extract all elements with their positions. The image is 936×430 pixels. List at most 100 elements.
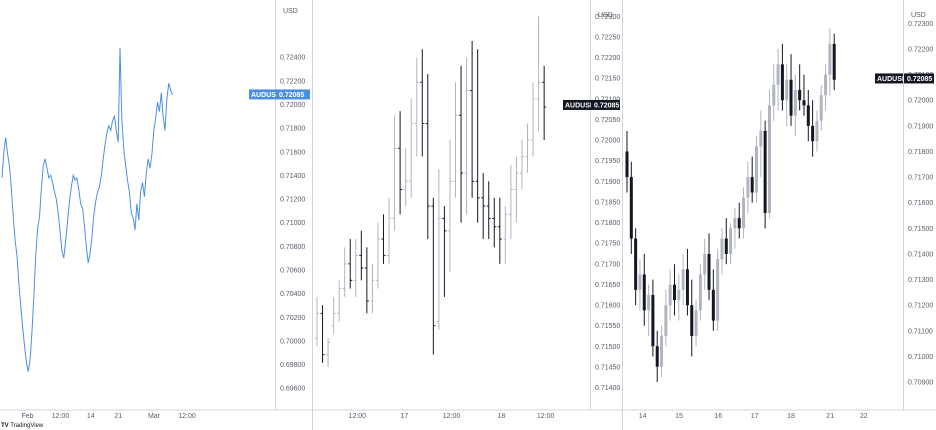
y-tick-label: 0.70900 xyxy=(908,380,933,387)
candle-body xyxy=(759,130,763,147)
candle xyxy=(716,248,720,331)
candle xyxy=(651,279,655,357)
candle-body xyxy=(729,228,733,254)
candle-body xyxy=(664,305,668,336)
ohlc-bar xyxy=(442,206,447,297)
y-tick-label: 0.71650 xyxy=(595,282,620,289)
ohlc-bar xyxy=(331,296,336,334)
candle xyxy=(681,253,685,306)
currency-label: USD xyxy=(283,8,298,15)
ohlc-bar xyxy=(519,140,524,190)
candle-body xyxy=(716,259,720,321)
candle xyxy=(802,74,806,116)
candle-body xyxy=(629,177,633,239)
candle xyxy=(785,64,789,126)
price-line xyxy=(1,47,173,372)
y-tick-label: 0.71900 xyxy=(595,179,620,186)
candle xyxy=(647,284,651,336)
x-tick-label: 12:00 xyxy=(178,413,196,420)
ohlc-bar xyxy=(409,98,414,198)
candle-body xyxy=(785,79,789,101)
candle xyxy=(668,269,672,321)
candle xyxy=(690,279,694,357)
ohlc-bar xyxy=(431,197,436,355)
y-tick-label: 0.71800 xyxy=(908,149,933,156)
y-tick-label: 0.71500 xyxy=(595,344,620,351)
symbol-label: AUDUSD xyxy=(251,92,281,99)
ohlc-bar xyxy=(464,57,469,215)
ohlc-bar xyxy=(525,123,530,174)
candle xyxy=(824,64,828,111)
ohlc-bar xyxy=(353,239,358,297)
x-tick-label: 16 xyxy=(714,413,722,420)
x-tick-label: 22 xyxy=(860,413,868,420)
last-price-label: 0.72085 xyxy=(594,102,619,109)
ohlc-bar xyxy=(481,173,486,240)
candle xyxy=(776,48,780,111)
ohlc-bar xyxy=(536,16,541,132)
candle xyxy=(742,187,746,239)
y-tick-label: 0.71500 xyxy=(908,226,933,233)
ohlc-bar xyxy=(508,164,513,240)
ohlc-bar xyxy=(475,49,480,223)
y-tick-label: 0.71950 xyxy=(595,158,620,165)
candle-body xyxy=(634,238,638,290)
candle xyxy=(780,43,784,111)
ohlc-bar xyxy=(492,197,497,248)
y-tick-label: 0.72000 xyxy=(280,102,305,109)
candle xyxy=(703,238,707,290)
y-tick-label: 0.71600 xyxy=(595,303,620,310)
x-tick-label: 17 xyxy=(751,413,759,420)
y-tick-label: 0.69800 xyxy=(280,362,305,369)
y-tick-label: 0.71600 xyxy=(908,200,933,207)
price-badge-bg xyxy=(904,73,934,84)
candle-body xyxy=(776,64,780,85)
y-tick-label: 0.70800 xyxy=(280,244,305,251)
candle xyxy=(634,228,638,306)
ohlc-bar xyxy=(497,197,502,264)
ohlc-bar xyxy=(403,148,408,207)
y-tick-label: 0.72200 xyxy=(908,46,933,53)
y-tick-label: 0.72150 xyxy=(595,76,620,83)
candle-body xyxy=(737,218,741,229)
y-tick-label: 0.71400 xyxy=(595,385,620,392)
ohlc-bar xyxy=(381,214,386,264)
y-tick-label: 0.71700 xyxy=(908,175,933,182)
candle xyxy=(698,264,702,321)
y-tick-label: 0.71000 xyxy=(280,220,305,227)
currency-label: USD xyxy=(598,12,613,19)
y-tick-label: 0.71800 xyxy=(595,220,620,227)
candle-body xyxy=(655,346,659,367)
candle-body xyxy=(642,274,646,311)
candle xyxy=(724,218,728,265)
y-tick-label: 0.71450 xyxy=(595,364,620,371)
chart-panel-2: 0.723000.722500.722000.721500.721000.720… xyxy=(315,12,620,420)
candle-body xyxy=(681,269,685,290)
y-tick-label: 0.71200 xyxy=(908,303,933,310)
x-tick-label: 14 xyxy=(87,413,95,420)
candle xyxy=(707,233,711,301)
candle xyxy=(685,248,689,316)
ohlc-bar xyxy=(447,140,452,273)
candle-body xyxy=(832,43,836,80)
candle-body xyxy=(638,274,642,290)
y-tick-label: 0.71400 xyxy=(908,251,933,258)
x-tick-label: 12:00 xyxy=(537,413,555,420)
candle xyxy=(694,300,698,347)
candle xyxy=(798,64,802,111)
ohlc-bar xyxy=(364,247,369,314)
ohlc-bar xyxy=(348,239,353,289)
x-tick-label: 12:00 xyxy=(349,413,367,420)
ohlc-bar xyxy=(531,82,536,157)
candle xyxy=(664,289,668,347)
candle xyxy=(629,161,633,254)
y-tick-label: 0.71850 xyxy=(595,199,620,206)
y-tick-label: 0.71700 xyxy=(595,261,620,268)
candle-body xyxy=(711,289,715,321)
candle-body xyxy=(746,177,750,198)
candle xyxy=(733,207,737,249)
ohlc-bar xyxy=(420,49,425,157)
last-price-label: 0.72085 xyxy=(907,76,932,83)
ohlc-bar xyxy=(315,296,319,347)
ohlc-bar xyxy=(503,206,508,264)
